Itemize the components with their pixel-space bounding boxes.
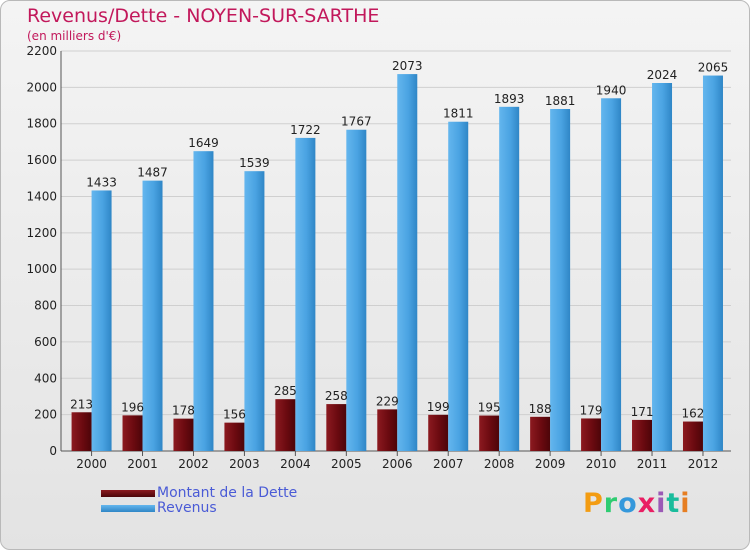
y-tick-label: 2200 (26, 44, 57, 58)
data-label-revenue: 1433 (86, 175, 117, 189)
proxiti-logo: Proxiti (583, 488, 691, 519)
bar-debt (530, 416, 551, 451)
data-label-revenue: 2065 (698, 61, 729, 75)
data-label-revenue: 1722 (290, 123, 321, 137)
bar-revenue (193, 151, 214, 451)
data-label-revenue: 1767 (341, 115, 372, 129)
data-label-debt: 213 (70, 397, 93, 411)
y-tick-label: 600 (34, 335, 57, 349)
bar-debt (275, 399, 296, 451)
data-label-debt: 229 (376, 394, 399, 408)
legend-label-debt: Montant de la Dette (157, 485, 298, 501)
data-label-revenue: 1811 (443, 107, 474, 121)
labels: 0 200 400 600 800 1000 1200 1400 1600 1800 2000 220… (26, 44, 728, 471)
data-label-debt: 162 (682, 407, 705, 421)
bar-debt (682, 421, 703, 451)
bar-revenue (601, 98, 622, 451)
logo-letter: o (618, 488, 638, 519)
x-tick-label: 2000 (76, 457, 107, 471)
chart-title: Revenus/Dette - NOYEN-SUR-SARTHE (27, 5, 380, 27)
logo-letter: i (656, 488, 667, 519)
bar-debt (479, 415, 500, 451)
x-tick-label: 2006 (382, 457, 413, 471)
x-tick-label: 2004 (280, 457, 311, 471)
bars (71, 74, 723, 452)
chart-subtitle: (en milliers d'€) (27, 29, 122, 43)
data-label-debt: 188 (529, 402, 552, 416)
logo-letter: t (666, 488, 681, 519)
x-tick-label: 2003 (229, 457, 260, 471)
data-label-debt: 196 (121, 400, 144, 414)
bar-revenue (244, 171, 265, 451)
legend-swatch-debt (101, 490, 155, 497)
x-tick-label: 2002 (178, 457, 209, 471)
bar-revenue (550, 109, 571, 451)
bar-revenue (346, 129, 367, 451)
y-tick-label: 1000 (26, 262, 57, 276)
data-label-debt: 258 (325, 389, 348, 403)
y-tick-label: 1600 (26, 153, 57, 167)
x-tick-label: 2007 (433, 457, 464, 471)
bar-revenue (448, 121, 469, 452)
y-tick-label: 1200 (26, 226, 57, 240)
data-label-debt: 156 (223, 408, 246, 422)
data-label-revenue: 1539 (239, 156, 270, 170)
bar-revenue (702, 75, 723, 451)
y-tick-label: 2000 (26, 80, 57, 94)
data-label-debt: 171 (631, 405, 654, 419)
bar-revenue (91, 190, 112, 452)
bar-debt (122, 415, 143, 451)
y-tick-label: 1800 (26, 117, 57, 131)
data-label-revenue: 1881 (545, 94, 576, 108)
bar-revenue (652, 83, 673, 451)
bar-debt (71, 412, 92, 451)
bar-revenue (142, 180, 163, 452)
data-label-debt: 179 (580, 403, 603, 417)
x-tick-label: 2009 (535, 457, 566, 471)
x-tick-label: 2005 (331, 457, 362, 471)
data-label-revenue: 1893 (494, 92, 525, 106)
data-label-debt: 285 (274, 384, 297, 398)
data-label-debt: 195 (478, 401, 501, 415)
data-label-revenue: 2073 (392, 59, 423, 73)
bar-revenue (397, 74, 418, 451)
data-label-revenue: 1649 (188, 136, 219, 150)
bar-debt (326, 404, 347, 451)
logo-letter: x (637, 488, 657, 519)
y-tick-label: 200 (34, 408, 57, 422)
data-label-debt: 178 (172, 404, 195, 418)
logo-letter: P (583, 488, 604, 519)
bar-revenue (499, 106, 520, 452)
bar-debt (632, 419, 653, 451)
y-tick-label: 0 (49, 444, 57, 458)
bar-debt (581, 418, 602, 451)
logo-letter: r (603, 488, 619, 519)
y-tick-label: 1400 (26, 189, 57, 203)
data-label-revenue: 1940 (596, 83, 627, 97)
data-label-debt: 199 (427, 400, 450, 414)
bar-debt (428, 414, 449, 451)
legend-label-revenue: Revenus (157, 500, 217, 516)
bar-debt (224, 422, 245, 451)
bar-debt (173, 418, 194, 451)
x-tick-label: 2001 (127, 457, 158, 471)
data-label-revenue: 1487 (137, 166, 168, 180)
x-tick-label: 2012 (688, 457, 719, 471)
bar-debt (377, 409, 398, 451)
y-tick-label: 400 (34, 371, 57, 385)
x-tick-label: 2011 (637, 457, 668, 471)
bar-revenue (295, 137, 316, 451)
x-tick-label: 2010 (586, 457, 617, 471)
logo-letter: i (680, 488, 691, 519)
x-tick-label: 2008 (484, 457, 515, 471)
data-label-revenue: 2024 (647, 68, 678, 82)
legend-swatch-revenue (101, 505, 155, 512)
y-tick-label: 800 (34, 299, 57, 313)
